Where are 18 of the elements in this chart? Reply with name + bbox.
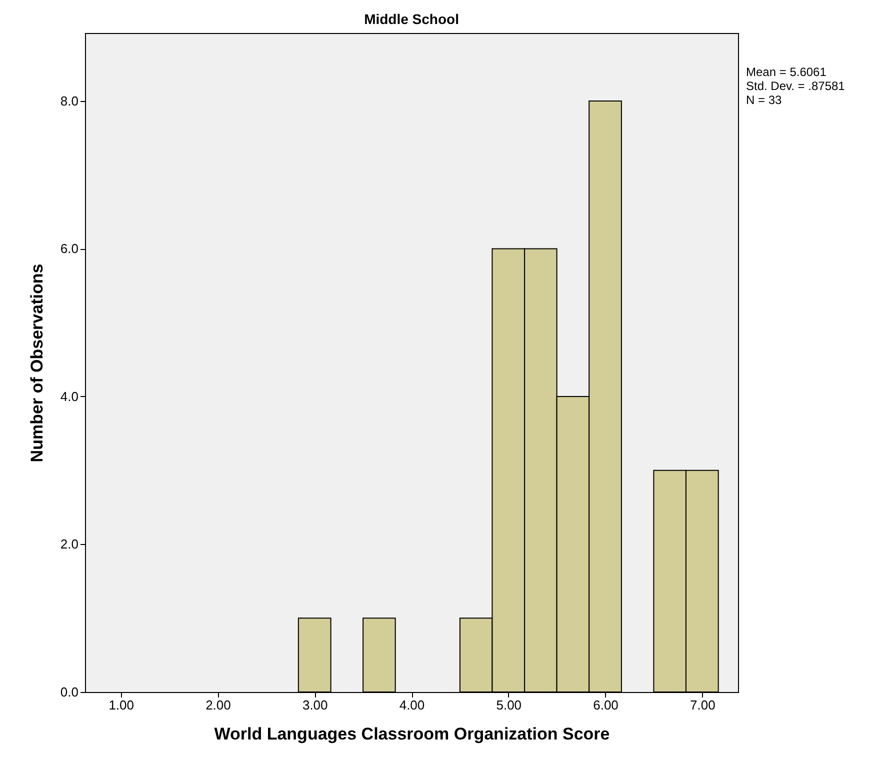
x-tick-label: 4.00 xyxy=(399,698,425,712)
text: Mean = 5.6061 xyxy=(746,65,827,79)
x-tick-label: 1.00 xyxy=(108,698,134,712)
x-tick-label: 3.00 xyxy=(302,698,328,712)
y-axis-title: Number of Observations xyxy=(27,264,46,462)
text: Std. Dev. = .87581 xyxy=(746,79,846,93)
y-tick-label: 0.0 xyxy=(60,684,78,700)
x-tick-label: 2.00 xyxy=(206,698,231,712)
y-tick-label: 8.0 xyxy=(60,93,78,108)
y-tick-label: 6.0 xyxy=(60,241,78,256)
x-tick-label: 6.00 xyxy=(593,698,618,712)
x-tick-label: 5.00 xyxy=(496,698,522,712)
y-tick-label: 2.0 xyxy=(60,536,78,552)
x-axis-title: World Languages Classroom Organization Score xyxy=(214,724,610,744)
text: N = 33 xyxy=(746,93,782,107)
chart-title: Middle School xyxy=(364,11,459,27)
y-tick-label: 4.0 xyxy=(60,388,78,404)
x-tick-label: 7.00 xyxy=(690,698,716,712)
